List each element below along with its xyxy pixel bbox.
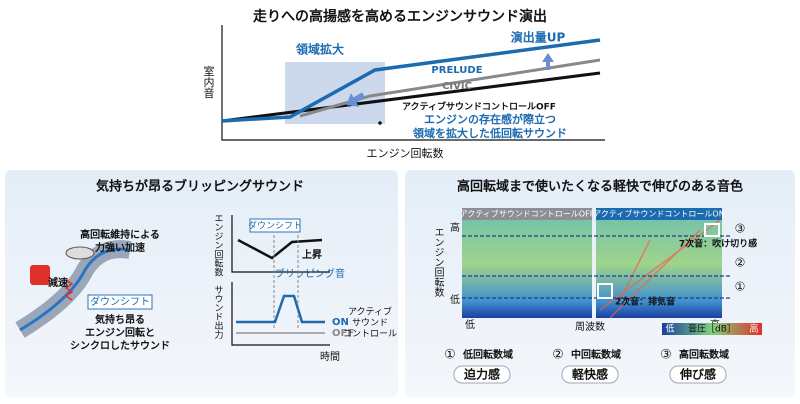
output-label: サウンド出力 <box>213 285 224 340</box>
off-header-bar <box>462 208 592 220</box>
control: アクティブ <box>348 306 392 318</box>
marker: ② <box>735 256 746 270</box>
harmonics <box>599 219 721 319</box>
region-label: 領域拡大 <box>295 42 344 57</box>
blip: ブリッピング音 <box>275 267 345 280</box>
y-label: 室内音 <box>202 64 215 99</box>
off-header: アクティブサウンドコントロールOFF <box>460 209 595 219</box>
time: 時間 <box>320 351 340 363</box>
legend-label: 音圧［dB］ <box>688 323 736 335</box>
y-label: エンジン回転数 <box>432 227 444 298</box>
x-low: 低 <box>465 318 475 331</box>
on-header: アクティブサウンドコントロールON <box>593 209 724 219</box>
rpm-label: エンジン回転数 <box>213 214 224 278</box>
boost-label: 演出量UP <box>511 30 566 45</box>
accel: 力強い加速 <box>95 241 145 254</box>
downshift: ダウンシフト <box>90 295 150 308</box>
zone-feel: 軽快感 <box>572 367 608 382</box>
control: サウンド <box>352 318 388 329</box>
zone-pill <box>453 365 511 384</box>
zone-num: ① <box>444 348 456 363</box>
x-label: 周波数 <box>575 320 605 333</box>
off-label: アクティブサウンドコントロールOFF <box>402 101 556 113</box>
spectrogram-off <box>462 210 592 318</box>
order2: 2次音：排気音 <box>615 296 675 308</box>
zone-feel: 伸び感 <box>679 367 716 382</box>
rpm-line <box>237 238 323 260</box>
zone-num: ③ <box>660 348 672 363</box>
car <box>65 246 95 260</box>
note: 領域を拡大した低回転サウンド <box>412 126 567 140</box>
brake-icon <box>30 265 50 285</box>
zone-lines <box>462 235 730 299</box>
marker: ③ <box>735 222 746 236</box>
zone-num: ② <box>552 348 564 363</box>
y-low: 低 <box>450 293 460 306</box>
prelude-label: PRELUDE <box>431 65 482 76</box>
rise: 上昇 <box>302 248 322 261</box>
zone-pill <box>669 365 727 384</box>
sound: エンジン回転と <box>85 326 155 339</box>
zone-pill <box>561 365 619 384</box>
legend-high: 高 <box>749 323 758 335</box>
on-line <box>236 294 325 324</box>
decel: 減速 <box>48 276 68 289</box>
left-title: 気持ちが昂るブリッピングサウンド <box>96 179 304 195</box>
on: ON <box>332 317 349 328</box>
zigzag <box>64 279 74 301</box>
box <box>249 218 301 233</box>
civic-label: CIVIC <box>442 81 472 92</box>
y-high: 高 <box>450 221 460 234</box>
line-off <box>221 71 601 123</box>
arrow <box>542 53 554 70</box>
order7: 7次音：吹け切り感 <box>679 238 757 250</box>
line-prelude <box>221 38 601 123</box>
path <box>19 247 131 332</box>
highlight <box>704 223 720 237</box>
zone-name: 高回転数域 <box>679 348 729 361</box>
axes <box>221 25 605 141</box>
on-header-bar <box>596 208 722 220</box>
note: エンジンの存在感が際立つ <box>424 112 556 126</box>
sound: 気持ち昂る <box>94 313 145 326</box>
control: コントロール <box>343 330 397 340</box>
accel: 高回転維持による <box>80 228 160 241</box>
sound: シンクロしたサウンド <box>70 340 170 352</box>
arrow <box>346 92 366 107</box>
x-label: エンジン回転数 <box>367 147 444 160</box>
zone-name: 中回転数域 <box>571 348 621 361</box>
zone-name: 低回転数域 <box>462 348 513 361</box>
legend-bar <box>662 323 762 335</box>
graph-axes <box>231 215 330 346</box>
marker: ① <box>735 280 746 294</box>
legend-low: 低 <box>665 323 674 335</box>
zone-feel: 迫力感 <box>463 367 500 382</box>
box <box>87 294 153 310</box>
graph-downshift: ダウンシフト <box>248 220 302 232</box>
top-title: 走りへの高揚感を高めるエンジンサウンド演出 <box>253 8 547 25</box>
dot <box>378 121 382 125</box>
highlight <box>597 283 613 299</box>
right-title: 高回転域まで使いたくなる軽快で伸びのある音色 <box>457 179 743 195</box>
off: OFF <box>332 328 354 339</box>
line-civic <box>299 58 601 118</box>
spectrogram-on <box>596 210 722 318</box>
